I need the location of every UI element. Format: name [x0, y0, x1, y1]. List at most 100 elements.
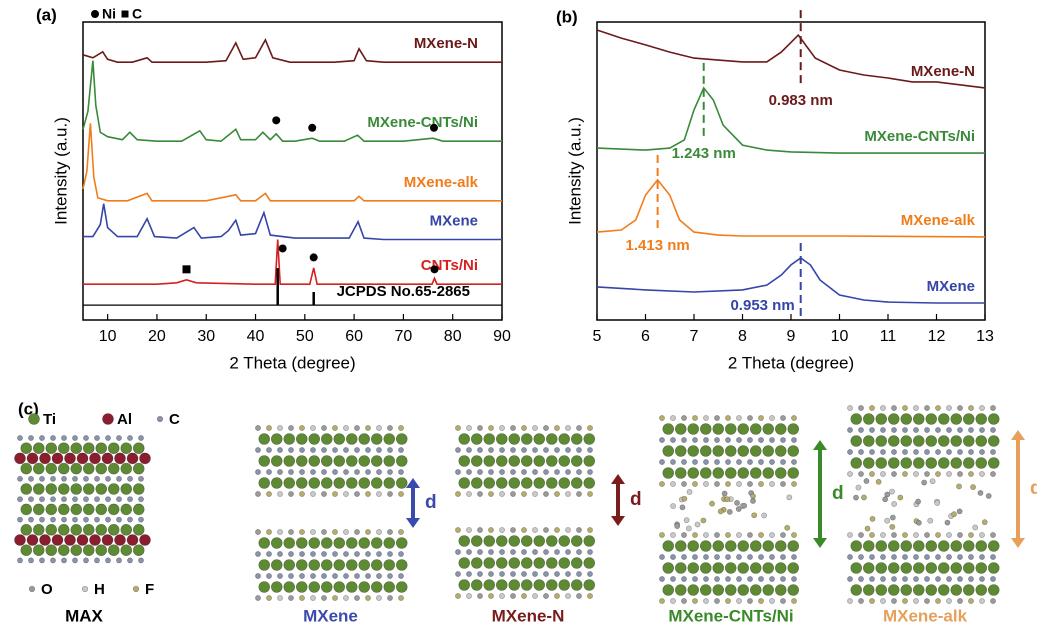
atom — [107, 483, 120, 495]
atom — [712, 467, 725, 479]
atom — [105, 496, 111, 503]
atom — [891, 576, 897, 582]
atom — [277, 529, 283, 535]
atom — [277, 447, 283, 453]
atom — [869, 598, 875, 604]
atom — [455, 469, 461, 475]
atom — [470, 579, 483, 591]
atom — [354, 491, 360, 497]
atom — [333, 477, 346, 489]
atom — [508, 477, 521, 489]
atom — [458, 579, 471, 591]
atom — [156, 415, 164, 423]
series-label: MXene-N — [911, 63, 975, 80]
atom — [925, 435, 938, 447]
atom — [692, 532, 698, 538]
atom — [543, 549, 549, 555]
atom — [332, 551, 338, 557]
atom — [521, 527, 527, 533]
atom — [455, 593, 461, 599]
atom — [370, 537, 383, 549]
atom — [138, 435, 144, 441]
atom — [975, 540, 988, 552]
atom — [747, 554, 753, 560]
atom — [758, 598, 764, 604]
atom — [887, 540, 900, 552]
atom — [32, 442, 45, 455]
atom — [889, 523, 896, 530]
atom — [712, 445, 725, 457]
atom — [957, 471, 963, 477]
atom — [714, 437, 720, 443]
atom — [116, 475, 122, 482]
atom — [769, 532, 775, 538]
atom — [950, 584, 963, 596]
atom — [714, 481, 720, 487]
atom — [758, 576, 764, 582]
atom — [884, 491, 891, 498]
atom — [70, 503, 83, 516]
atom — [50, 475, 56, 482]
atom — [721, 490, 728, 497]
atom — [913, 405, 919, 411]
atom — [139, 534, 151, 546]
atom — [850, 540, 863, 552]
atom — [510, 527, 516, 533]
atom — [258, 537, 271, 549]
atom — [968, 427, 974, 433]
atom — [32, 462, 45, 475]
atom — [57, 483, 70, 495]
atom — [736, 481, 742, 487]
atom — [266, 595, 272, 601]
atom — [127, 557, 133, 564]
atom — [587, 593, 593, 599]
atom — [332, 595, 338, 601]
peak-marker — [429, 123, 438, 132]
atom — [358, 559, 371, 571]
atom — [72, 435, 78, 441]
atom — [891, 471, 897, 477]
atom — [520, 557, 533, 569]
atom — [466, 491, 472, 497]
atom — [127, 496, 133, 503]
atom — [376, 447, 382, 453]
atom — [780, 415, 786, 421]
atom — [558, 455, 571, 467]
atom — [14, 452, 26, 465]
atom — [736, 554, 742, 560]
atom — [383, 559, 396, 571]
atom — [692, 437, 698, 443]
spacing-label: d — [630, 489, 642, 510]
atom — [120, 462, 133, 475]
atom — [510, 593, 516, 599]
series-label: MXene-alk — [404, 174, 479, 191]
atom — [508, 433, 521, 445]
atom — [105, 435, 111, 441]
atom — [543, 527, 549, 533]
atom — [987, 562, 1000, 574]
atom — [83, 435, 89, 441]
atom — [921, 479, 928, 486]
x-tick-label: 20 — [148, 328, 166, 345]
atom — [51, 534, 64, 546]
atom — [736, 598, 742, 604]
atom — [950, 562, 963, 574]
atom — [862, 562, 875, 574]
atom — [957, 576, 963, 582]
atom — [532, 527, 538, 533]
atom — [116, 496, 122, 503]
atom — [875, 584, 888, 596]
atom — [488, 593, 494, 599]
atom — [32, 483, 45, 495]
atom — [28, 557, 34, 564]
atom — [521, 425, 527, 431]
atom — [395, 455, 408, 467]
atom — [687, 445, 700, 457]
atom — [89, 534, 101, 546]
atom — [937, 562, 950, 574]
atom — [681, 459, 687, 465]
atom — [470, 535, 483, 547]
atom — [869, 471, 875, 477]
atom — [924, 576, 930, 582]
atom — [545, 535, 558, 547]
